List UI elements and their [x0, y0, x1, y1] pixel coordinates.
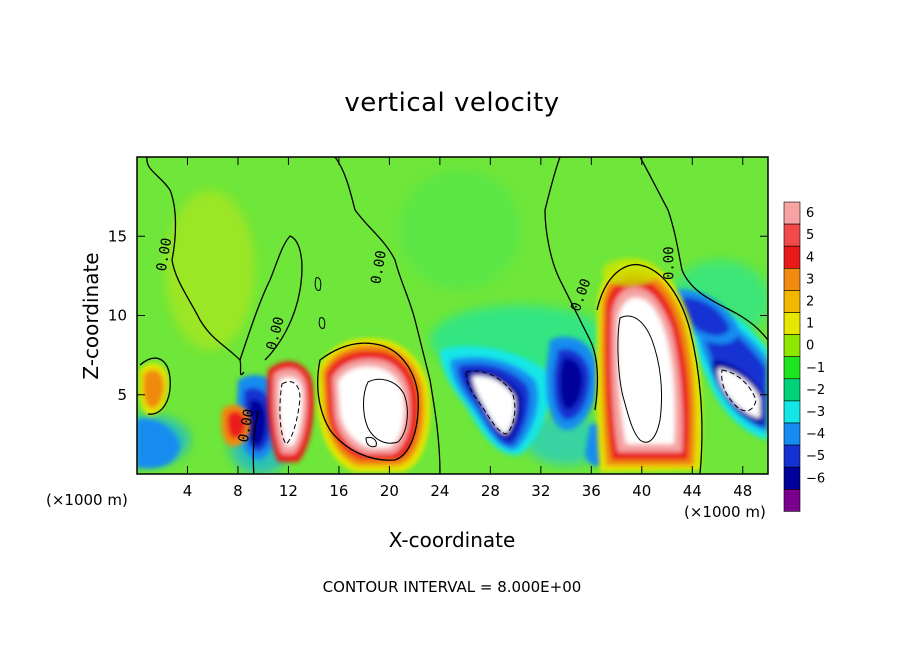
z-unit-label: (×1000 m) — [46, 491, 128, 509]
x-tick-label: 20 — [380, 482, 399, 500]
chart-title: vertical velocity — [344, 88, 560, 118]
contour-label: 0.00 — [154, 237, 176, 273]
x-unit-label: (×1000 m) — [684, 503, 766, 521]
x-tick-label: 32 — [531, 482, 550, 500]
x-tick-label: 44 — [683, 482, 702, 500]
contour-label: 0.00 — [661, 246, 677, 280]
y-tick-label: 15 — [108, 227, 127, 245]
contour-interval-note: CONTOUR INTERVAL = 8.000E+00 — [322, 578, 582, 596]
x-tick-label: 28 — [481, 482, 500, 500]
y-tick-label: 5 — [117, 386, 127, 404]
colorbar-tick-label: −2 — [806, 383, 825, 398]
x-tick-label: 16 — [329, 482, 348, 500]
x-tick-label: 40 — [632, 482, 651, 500]
colorbar-tick-label: 5 — [806, 228, 814, 243]
colorbar-tick-label: −3 — [806, 405, 825, 420]
colorbar-tick-label: 1 — [806, 317, 814, 332]
contour-label: 0.00 — [236, 408, 258, 444]
colorbar-swatch — [783, 312, 801, 335]
x-tick-label: 4 — [183, 482, 193, 500]
colorbar-swatch — [783, 201, 801, 225]
colorbar-swatch — [783, 422, 801, 446]
colorbar-tick-label: −1 — [806, 361, 825, 376]
x-tick-label: 48 — [733, 482, 752, 500]
colorbar-tick-label: 2 — [806, 294, 814, 309]
velocity-field: 0.00 0.000.000.000.000.00 — [137, 157, 768, 474]
colorbar-swatch — [783, 488, 801, 512]
colorbar-tick-label: 6 — [806, 206, 814, 221]
x-tick-label: 12 — [279, 482, 298, 500]
colorbar-swatch — [783, 356, 801, 380]
contour-label: 0.00 — [368, 249, 390, 285]
x-tick-label: 8 — [233, 482, 243, 500]
x-tick-label: 24 — [430, 482, 449, 500]
colorbar-swatch — [783, 290, 801, 313]
colorbar-tick-label: −5 — [806, 449, 825, 464]
colorbar-tick-label: 4 — [806, 250, 814, 265]
colorbar-tick-label: 0 — [806, 339, 814, 354]
colorbar-swatch — [783, 245, 801, 269]
colorbar-swatch — [783, 223, 801, 247]
colorbar: 6 5 4 3 2 1 0 −1 −2 −3 −4 −5 −6 — [783, 201, 825, 512]
colorbar-swatch — [783, 444, 801, 468]
colorbar-tick-label: −6 — [806, 471, 825, 486]
colorbar-tick-label: 3 — [806, 272, 814, 287]
colorbar-swatch — [783, 334, 801, 358]
y-tick-label: 10 — [108, 307, 127, 325]
colorbar-swatch — [783, 466, 801, 490]
x-tick-label: 36 — [582, 482, 601, 500]
colorbar-swatch — [783, 400, 801, 424]
colorbar-tick-label: −4 — [806, 427, 825, 442]
x-axis-label: X-coordinate — [388, 528, 516, 552]
colorbar-swatch — [783, 267, 801, 291]
colorbar-swatch — [783, 378, 801, 402]
